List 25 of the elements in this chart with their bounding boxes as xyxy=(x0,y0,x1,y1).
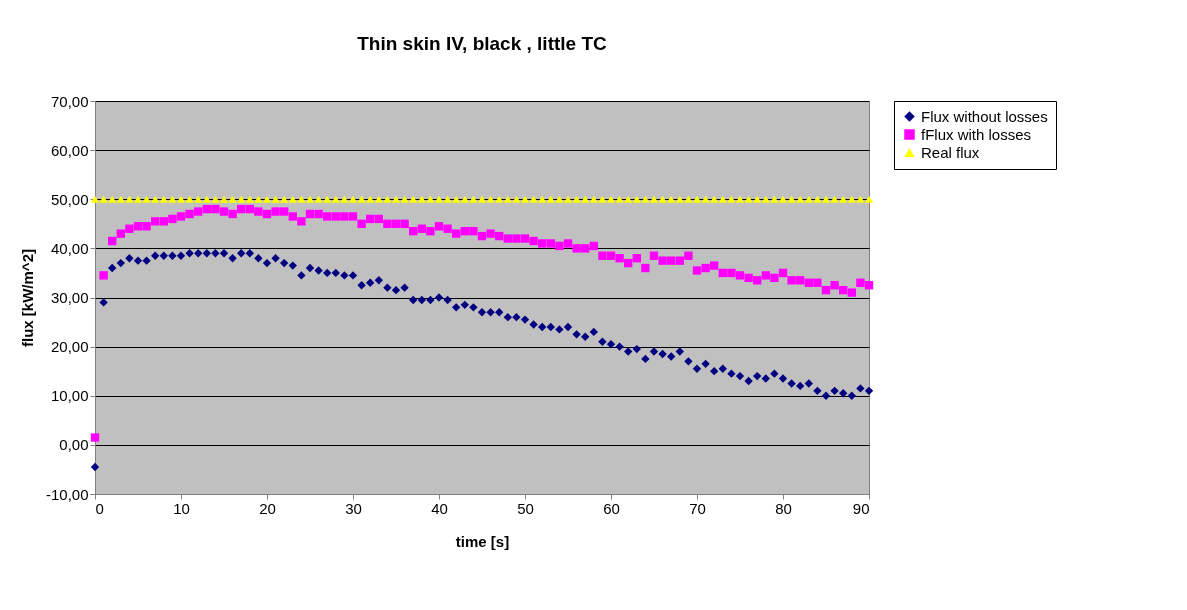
legend-label: fFlux with losses xyxy=(921,125,1032,143)
y-tick-label: 40,00 xyxy=(50,239,89,257)
x-tick-label: 40 xyxy=(431,499,448,517)
y-tick-label: 70,00 xyxy=(50,92,89,110)
x-tick-label: 20 xyxy=(259,499,276,517)
x-tick-label: 90 xyxy=(852,499,870,517)
x-tick-label: 60 xyxy=(603,499,620,517)
y-tick-label: 0,00 xyxy=(59,436,89,454)
y-tick-label: -10,00 xyxy=(45,485,89,503)
legend-label: Flux without losses xyxy=(921,107,1048,125)
x-tick-label: 10 xyxy=(173,499,190,517)
x-axis-title: time [s] xyxy=(455,532,510,550)
y-axis-title: flux [kW/m^2] xyxy=(18,249,36,347)
x-tick-label: 50 xyxy=(517,499,534,517)
x-tick-label: 0 xyxy=(95,499,104,517)
x-tick-label: 30 xyxy=(345,499,362,517)
y-tick-label: 30,00 xyxy=(50,289,89,306)
legend-label: Real flux xyxy=(921,143,980,161)
x-tick-label: 80 xyxy=(775,499,792,517)
y-tick-label: 20,00 xyxy=(50,338,89,356)
chart-title: Thin skin IV, black , little TC xyxy=(357,33,608,54)
y-tick-label: 10,00 xyxy=(50,387,89,405)
y-tick-label: 50,00 xyxy=(50,190,89,208)
x-tick-label: 70 xyxy=(689,499,706,517)
y-tick-label: 60,00 xyxy=(50,141,89,159)
